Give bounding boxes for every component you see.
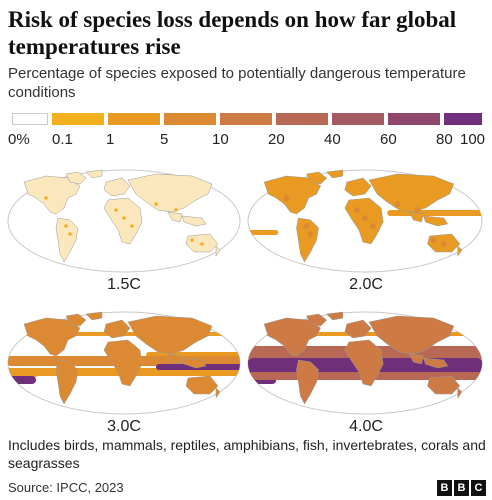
map-label-4-0c: 4.0C bbox=[349, 418, 383, 435]
legend-tick-5: 20 bbox=[268, 131, 285, 148]
legend-swatch-2 bbox=[108, 113, 160, 125]
legend-tick-0: 0% bbox=[8, 131, 30, 148]
map-label-1-5c: 1.5C bbox=[107, 276, 141, 293]
legend-tick-9: 100 bbox=[460, 131, 486, 148]
map-1-5c bbox=[6, 168, 242, 274]
map-label-2-0c: 2.0C bbox=[349, 276, 383, 293]
legend-tick-7: 60 bbox=[380, 131, 397, 148]
legend-swatch-7 bbox=[388, 113, 440, 125]
map-3-0c bbox=[6, 310, 242, 416]
map-label-3-0c: 3.0C bbox=[107, 418, 141, 435]
bbc-logo-letter-3: C bbox=[471, 480, 486, 496]
legend-tick-6: 40 bbox=[324, 131, 341, 148]
legend-swatch-1 bbox=[52, 113, 104, 125]
chart-subtitle: Percentage of species exposed to potenti… bbox=[8, 65, 466, 101]
map-4-0c bbox=[246, 310, 484, 416]
chart-title: Risk of species loss depends on how far … bbox=[8, 7, 457, 59]
color-legend: 0% 0.1 1 5 10 20 40 60 80 100 bbox=[8, 110, 488, 150]
footnote: Includes birds, mammals, reptiles, amphi… bbox=[8, 437, 486, 471]
legend-tick-1: 0.1 bbox=[52, 131, 73, 148]
bbc-logo-letter-1: B bbox=[437, 480, 452, 496]
legend-swatch-0 bbox=[12, 113, 48, 125]
legend-swatch-8 bbox=[444, 113, 482, 125]
legend-tick-3: 5 bbox=[160, 131, 169, 148]
map-2-0c bbox=[246, 168, 484, 274]
source-text: Source: IPCC, 2023 bbox=[8, 480, 124, 495]
legend-swatch-6 bbox=[332, 113, 384, 125]
legend-tick-4: 10 bbox=[212, 131, 229, 148]
legend-tick-8: 80 bbox=[436, 131, 453, 148]
legend-swatch-4 bbox=[220, 113, 272, 125]
bbc-logo: B B C bbox=[437, 480, 486, 496]
legend-swatch-5 bbox=[276, 113, 328, 125]
legend-tick-2: 1 bbox=[106, 131, 115, 148]
bbc-logo-letter-2: B bbox=[454, 480, 469, 496]
legend-swatch-3 bbox=[164, 113, 216, 125]
